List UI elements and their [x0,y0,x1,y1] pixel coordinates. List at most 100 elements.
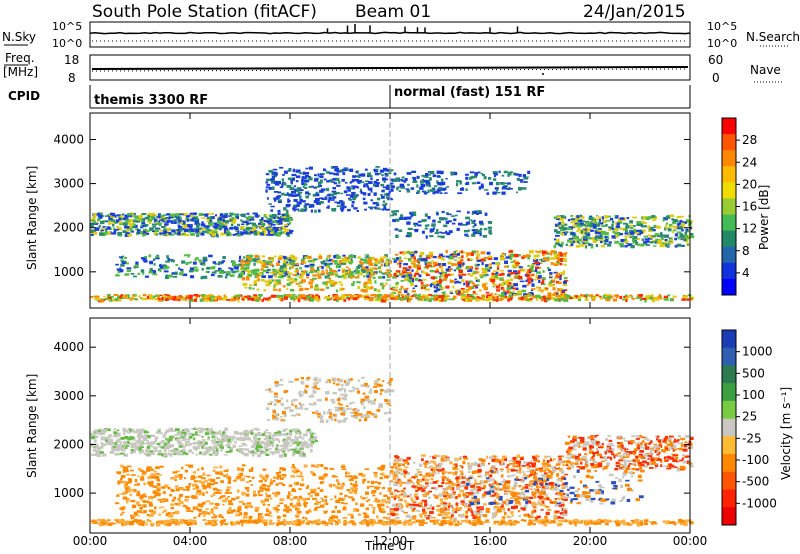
data-cell [385,282,388,285]
data-cell [121,261,127,265]
data-cell [541,252,545,257]
data-cell [297,441,303,445]
data-cell [672,459,678,462]
data-cell [614,215,619,219]
data-cell [558,216,561,221]
data-cell [559,228,565,231]
data-cell [304,407,309,410]
data-cell [290,182,293,185]
data-cell [422,279,427,281]
data-cell [165,274,169,278]
data-cell [471,211,477,214]
data-cell [597,223,601,227]
data-cell [268,228,272,230]
data-cell [310,209,313,213]
data-cell [362,392,366,395]
data-cell [603,465,608,470]
data-cell [651,235,655,237]
data-cell [664,234,669,238]
data-cell [621,465,625,469]
data-cell [663,437,666,441]
data-cell [329,412,333,416]
data-cell [108,215,112,219]
data-cell [570,440,575,443]
data-cell [679,219,683,223]
data-cell [288,380,294,383]
data-cell [138,450,143,452]
data-cell [235,213,240,216]
data-cell [591,229,595,232]
data-cell [445,268,450,272]
data-cell [357,180,361,184]
data-cell [653,245,657,247]
data-cell [195,427,199,431]
data-cell [360,415,364,418]
data-cell [471,250,476,254]
data-cell [152,258,156,262]
data-cell [189,297,193,300]
data-cell [228,232,232,237]
data-cell [619,221,623,224]
data-cell [536,271,542,274]
data-cell [436,268,439,272]
data-cell [572,224,578,227]
data-cell [204,230,208,234]
data-cell [449,290,453,293]
data-cell [210,216,215,220]
data-cell [336,184,341,187]
data-cell [423,298,428,302]
data-cell [655,238,659,242]
data-cell [387,418,391,422]
data-cell [92,216,96,220]
data-cell [447,220,452,223]
data-cell [638,294,643,297]
data-cell [258,258,261,262]
data-cell [294,270,297,273]
data-cell [285,433,288,435]
data-cell [656,450,661,454]
data-cell [631,462,635,465]
data-cell [423,260,427,263]
data-cell [342,172,346,176]
data-cell [341,268,346,270]
data-cell [295,262,299,266]
data-cell [179,213,184,216]
data-cell [164,217,169,220]
data-cell [101,215,104,217]
data-cell [139,452,142,455]
data-cell [256,288,260,291]
data-cell [250,227,254,230]
data-cell [658,452,661,455]
data-cell [314,178,318,182]
data-cell [509,256,513,260]
data-cell [213,231,218,234]
data-cell [362,258,367,262]
data-cell [461,250,464,254]
data-cell [582,235,588,239]
data-cell [557,259,561,261]
data-cell [187,218,190,222]
data-cell [184,441,188,443]
data-cell [332,296,336,300]
data-cell [93,231,98,235]
data-cell [412,180,418,183]
data-cell [395,218,400,222]
data-cell [143,256,148,259]
freq-label-1: Freq. [5,51,35,65]
data-cell [353,193,357,197]
data-cell [350,411,355,414]
colorbar-swatch [722,166,736,183]
data-cell [272,415,277,418]
data-cell [138,295,141,298]
data-cell [283,438,286,441]
data-cell [338,263,342,266]
data-cell [449,255,453,258]
data-cell [184,443,190,447]
data-cell [195,453,199,456]
data-cell [511,272,516,275]
data-cell [216,228,221,231]
data-cell [109,441,115,445]
data-cell [103,428,108,431]
data-cell [611,448,615,451]
data-cell [576,240,580,243]
